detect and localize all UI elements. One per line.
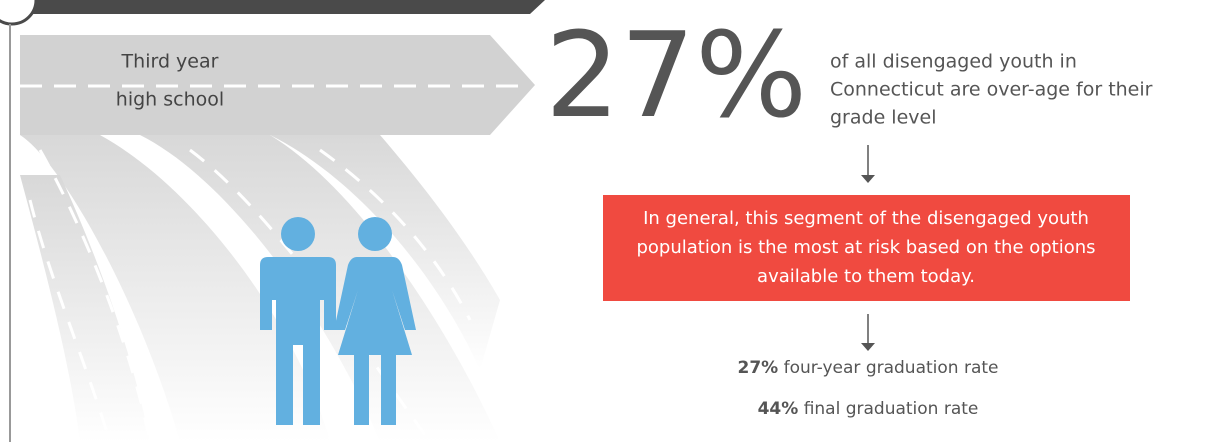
callout-text: In general, this segment of the disengag… — [643, 208, 1089, 229]
people-icon — [260, 217, 416, 425]
header-badge — [0, 0, 38, 26]
road-label: high school — [116, 89, 224, 111]
arrow-head — [861, 175, 875, 183]
stat-figure: 27% — [737, 358, 778, 378]
stat: 27% four-year graduation rate — [737, 358, 998, 378]
header-banner — [0, 0, 545, 14]
highlight-description: grade level — [830, 107, 937, 129]
road-branch — [20, 135, 330, 442]
road-dash — [38, 149, 152, 442]
road-label: Third year — [121, 51, 219, 73]
road-branch — [270, 135, 500, 370]
stat-figure: 44% — [758, 399, 799, 419]
stat-label: final graduation rate — [804, 399, 979, 419]
arrow-head — [861, 343, 875, 351]
highlight-description: Connecticut are over-age for their — [830, 79, 1153, 101]
callout-box — [603, 195, 1130, 301]
road-dash — [319, 148, 472, 321]
callout-text: population is the most at risk based on … — [636, 237, 1095, 258]
stat: 44% final graduation rate — [758, 399, 979, 419]
stat-label: four-year graduation rate — [784, 358, 999, 378]
highlight-figure: 27% — [545, 6, 807, 144]
callout-text: available to them today. — [757, 266, 975, 287]
highlight-description: of all disengaged youth in — [830, 51, 1077, 73]
road-branch — [20, 175, 150, 442]
